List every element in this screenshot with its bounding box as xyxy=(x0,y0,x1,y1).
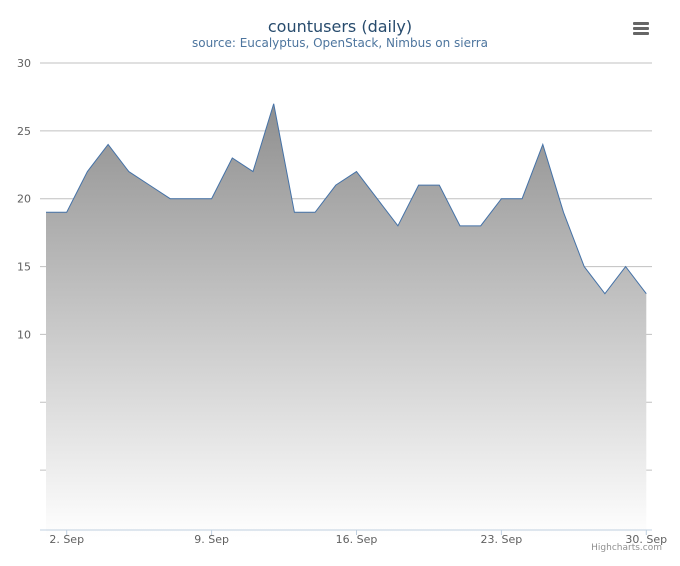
x-tick-label: 16. Sep xyxy=(336,533,378,546)
y-tick-label: 30 xyxy=(17,57,31,70)
x-tick-label: 30. Sep xyxy=(625,533,667,546)
credits-link[interactable]: Highcharts.com xyxy=(591,543,662,553)
x-tick-label: 2. Sep xyxy=(49,533,84,546)
x-tick-label: 23. Sep xyxy=(481,533,523,546)
menu-bar-bottom xyxy=(633,32,649,35)
y-tick-label: 15 xyxy=(17,261,31,274)
chart-subtitle: source: Eucalyptus, OpenStack, Nimbus on… xyxy=(191,36,489,50)
y-tick-label: 25 xyxy=(17,125,31,138)
chart-title: countusers (daily) xyxy=(267,17,413,36)
x-tick-label: 9. Sep xyxy=(194,533,229,546)
hamburger-menu-icon[interactable] xyxy=(624,14,658,44)
series-area-fill xyxy=(46,103,647,538)
y-tick-label: 10 xyxy=(17,328,31,341)
menu-bar-top xyxy=(633,22,649,25)
menu-bar-middle xyxy=(633,27,649,30)
y-tick-label: 20 xyxy=(17,193,31,206)
series-line xyxy=(46,103,647,295)
